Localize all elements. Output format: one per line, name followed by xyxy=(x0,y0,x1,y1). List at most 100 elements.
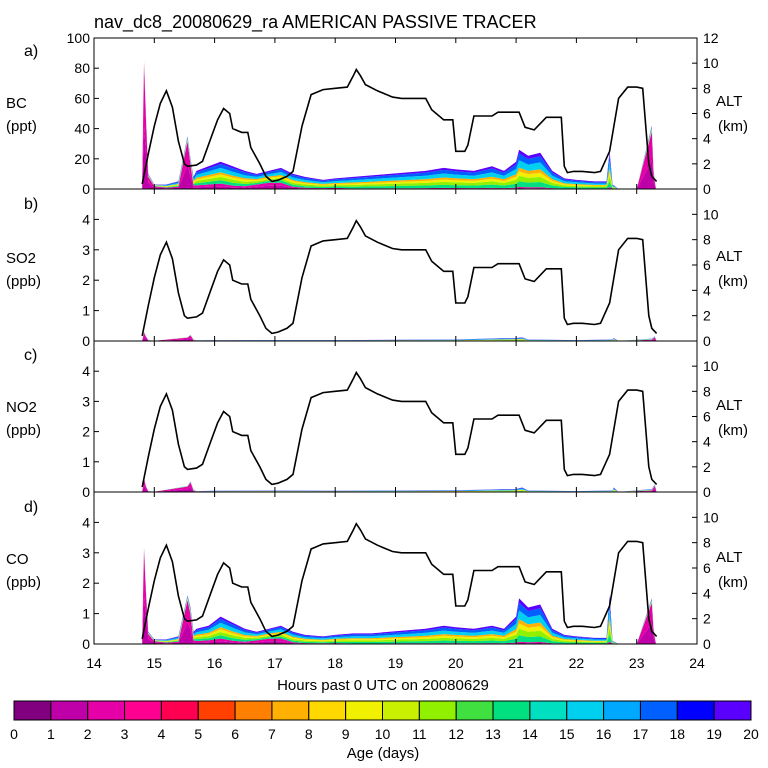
colorbar: 0 1 2 3 4 5 6 7 8 9 10 11 12 13 14 15 16 17 18 19 20 xyxy=(10,700,759,742)
colorbar-swatch-6 xyxy=(234,700,273,721)
colorbar-swatch-14 xyxy=(529,700,568,721)
age-band-so2-8 xyxy=(142,331,657,341)
age-band-no2-7 xyxy=(142,477,657,492)
x-tick-labels: 14 15 16 17 18 19 20 21 22 23 24 xyxy=(86,655,705,671)
right-tick-label: 0 xyxy=(703,181,711,197)
colorbar-tick-label: 20 xyxy=(743,726,759,742)
right-tick-label: 2 xyxy=(703,156,711,172)
right-tick-label: 6 xyxy=(703,560,711,576)
left-tick-label: 40 xyxy=(74,121,90,137)
species-label: CO xyxy=(6,551,29,568)
colorbar-swatch-9 xyxy=(345,700,383,721)
age-band-so2-4 xyxy=(142,332,657,341)
right-tick-label: 0 xyxy=(703,636,711,652)
altitude-unit-label: (km) xyxy=(718,574,748,591)
colorbar-tick-label: 6 xyxy=(231,726,239,742)
altitude-label: ALT xyxy=(716,549,742,566)
left-tick-label: 4 xyxy=(82,363,90,379)
unit-label: (ppt) xyxy=(6,118,37,135)
colorbar-tick-label: 17 xyxy=(633,726,649,742)
age-band-no2-5 xyxy=(142,477,657,492)
colorbar-tick-label: 19 xyxy=(706,726,722,742)
colorbar-label: Age (days) xyxy=(347,745,420,762)
altitude-line xyxy=(141,67,658,185)
altitude-unit-label: (km) xyxy=(718,273,748,290)
colorbar-tick-label: 15 xyxy=(559,726,575,742)
x-tick-label: 15 xyxy=(147,655,163,671)
colorbar-swatch-13 xyxy=(492,700,531,721)
age-band-so2-6 xyxy=(142,332,657,341)
unit-label: (ppb) xyxy=(6,422,41,439)
x-axis-label: Hours past 0 UTC on 20080629 xyxy=(277,677,489,694)
age-band-no2-2 xyxy=(142,478,657,492)
x-tick-label: 18 xyxy=(327,655,343,671)
right-tick-label: 6 xyxy=(703,409,711,425)
colorbar-swatch-10 xyxy=(382,700,420,721)
unit-label: (ppb) xyxy=(6,574,41,591)
colorbar-tick-label: 5 xyxy=(194,726,202,742)
age-band-so2-3 xyxy=(142,332,657,341)
colorbar-tick-label: 1 xyxy=(47,726,55,742)
left-tick-label: 0 xyxy=(82,484,90,500)
colorbar-tick-label: 16 xyxy=(596,726,612,742)
left-tick-label: 0 xyxy=(82,181,90,197)
colorbar-tick-label: 8 xyxy=(305,726,313,742)
colorbar-swatch-16 xyxy=(603,700,641,721)
panel-no2: 0 1 2 3 4 0 2 4 6 8 10 c) NO2 (ppb) ALT (km) xyxy=(6,340,748,500)
colorbar-tick-label: 0 xyxy=(10,726,18,742)
species-label: SO2 xyxy=(6,250,36,267)
right-tick-label: 4 xyxy=(703,585,711,601)
right-tick-label: 8 xyxy=(703,383,711,399)
x-tick-label: 17 xyxy=(267,655,283,671)
right-tick-label: 8 xyxy=(703,535,711,551)
left-tick-label: 100 xyxy=(67,30,91,46)
age-band-co-5 xyxy=(142,547,656,644)
colorbar-tick-label: 10 xyxy=(375,726,391,742)
altitude-label: ALT xyxy=(716,93,742,110)
age-band-no2-3 xyxy=(142,478,657,492)
right-tick-label: 2 xyxy=(703,611,711,627)
species-label: NO2 xyxy=(6,399,37,416)
colorbar-swatch-12 xyxy=(455,700,494,721)
left-tick-label: 0 xyxy=(82,333,90,349)
colorbar-tick-label: 12 xyxy=(448,726,464,742)
panel-frame xyxy=(93,340,698,493)
left-tick-label: 3 xyxy=(82,393,90,409)
age-band-so2-1 xyxy=(142,332,657,341)
colorbar-tick-label: 13 xyxy=(485,726,501,742)
x-tick-label: 14 xyxy=(86,655,102,671)
altitude-line xyxy=(141,522,658,640)
right-tick-label: 12 xyxy=(703,30,719,46)
age-band-no2-6 xyxy=(142,477,657,492)
right-tick-label: 0 xyxy=(703,333,711,349)
right-tick-label: 8 xyxy=(703,232,711,248)
x-tick-label: 19 xyxy=(388,655,404,671)
x-tick-label: 22 xyxy=(569,655,585,671)
right-tick-label: 2 xyxy=(703,308,711,324)
altitude-unit-label: (km) xyxy=(718,422,748,439)
panel-label: b) xyxy=(24,196,38,213)
panel-label: d) xyxy=(24,499,38,516)
left-tick-label: 4 xyxy=(82,211,90,227)
right-tick-label: 4 xyxy=(703,131,711,147)
altitude-label: ALT xyxy=(716,397,742,414)
colorbar-tick-label: 18 xyxy=(670,726,686,742)
left-tick-label: 2 xyxy=(82,575,90,591)
colorbar-tick-label: 7 xyxy=(268,726,276,742)
left-tick-label: 60 xyxy=(74,90,90,106)
colorbar-swatch-19 xyxy=(713,700,752,721)
colorbar-tick-label: 2 xyxy=(84,726,92,742)
colorbar-swatch-4 xyxy=(160,700,199,721)
colorbar-tick-label: 4 xyxy=(158,726,166,742)
colorbar-swatch-5 xyxy=(197,700,236,721)
left-tick-label: 1 xyxy=(82,606,90,622)
panel-label: c) xyxy=(24,347,37,364)
x-tick-label: 24 xyxy=(689,655,705,671)
chart-title: nav_dc8_20080629_ra AMERICAN PASSIVE TRA… xyxy=(94,12,537,33)
colorbar-swatch-11 xyxy=(418,700,457,721)
age-band-no2-8 xyxy=(142,476,657,492)
right-tick-label: 4 xyxy=(703,282,711,298)
right-tick-label: 6 xyxy=(703,257,711,273)
right-tick-label: 0 xyxy=(703,484,711,500)
